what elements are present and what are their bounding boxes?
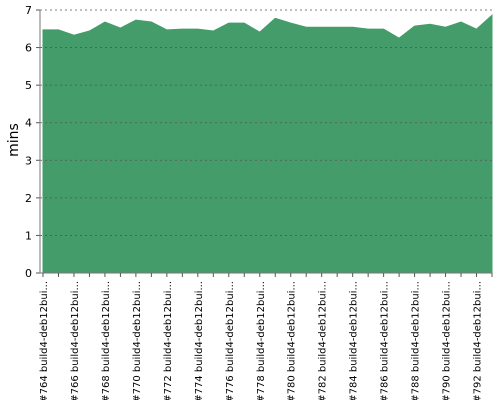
x-tick-label: #788 build4-deb12bui... (411, 281, 422, 400)
x-tick-label: #770 build4-deb12bui... (132, 281, 143, 400)
y-axis-label: mins (6, 123, 22, 157)
y-tick-label: 6 (25, 42, 32, 55)
x-tick-label: #766 build4-deb12bui... (70, 281, 81, 400)
y-tick-label: 3 (25, 154, 32, 167)
x-tick-label: #784 build4-deb12bui... (349, 281, 360, 400)
y-tick-label: 2 (25, 192, 32, 205)
x-tick-label: #792 build4-deb12bui... (473, 281, 484, 400)
x-tick-label: #790 build4-deb12bui... (442, 281, 453, 400)
y-tick-label: 0 (25, 267, 32, 280)
y-tick-label: 5 (25, 79, 32, 92)
y-tick-label: 1 (25, 229, 32, 242)
x-tick-label: #772 build4-deb12bui... (163, 281, 174, 400)
area (42, 14, 493, 274)
y-tick-label: 4 (25, 117, 32, 130)
x-tick-label: #778 build4-deb12bui... (256, 281, 267, 400)
x-tick-label: #786 build4-deb12bui... (380, 281, 391, 400)
x-tick-label: #776 build4-deb12bui... (225, 281, 236, 400)
x-tick-label: #774 build4-deb12bui... (194, 281, 205, 400)
x-tick-label: #782 build4-deb12bui... (318, 281, 329, 400)
x-tick-label: #768 build4-deb12bui... (101, 281, 112, 400)
x-tick-label: #764 build4-deb12bui... (39, 281, 50, 400)
y-tick-label: 7 (25, 4, 32, 17)
x-tick-label: #780 build4-deb12bui... (287, 281, 298, 400)
